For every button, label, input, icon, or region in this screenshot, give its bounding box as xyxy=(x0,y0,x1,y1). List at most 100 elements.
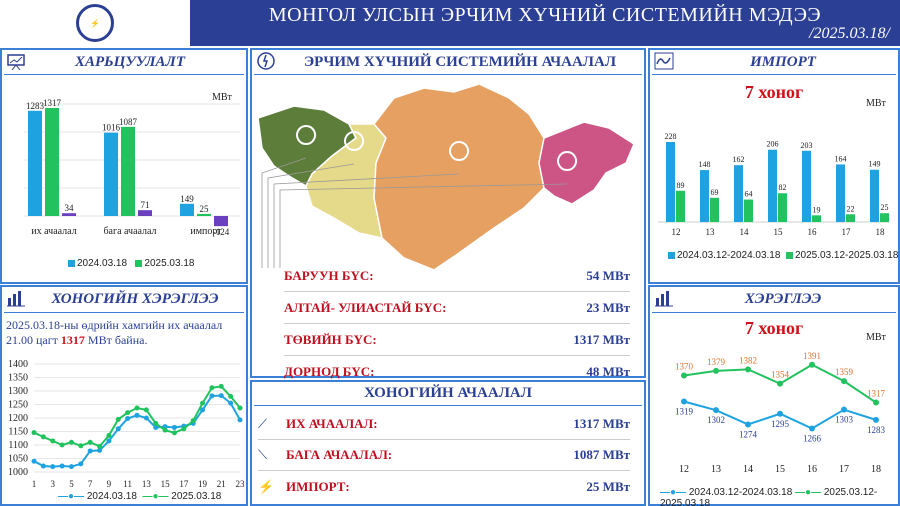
bar xyxy=(214,216,228,227)
data-label: 22 xyxy=(847,204,855,213)
data-point xyxy=(143,407,149,413)
mongolia-region-map xyxy=(257,83,635,271)
data-point xyxy=(209,385,215,391)
data-point xyxy=(87,448,93,454)
power-globe-icon xyxy=(256,52,276,70)
data-point xyxy=(237,417,243,423)
load-value: 1317 МВт xyxy=(573,416,630,431)
y-tick-label: 1100 xyxy=(8,440,28,451)
load-value: 1087 МВт xyxy=(573,447,630,462)
weekly-consumption-title: ХЭРЭГЛЭЭ xyxy=(744,291,822,307)
data-point xyxy=(153,424,159,430)
data-label: 1283 xyxy=(26,101,45,111)
daily-consumption-note: 2025.03.18-ны өдрийн хамгийн их ачаалал … xyxy=(6,318,246,348)
bar xyxy=(197,213,211,216)
daily-consumption-panel xyxy=(0,285,248,506)
data-label: 1283 xyxy=(867,425,886,435)
category-label: 14 xyxy=(740,227,750,237)
region-east xyxy=(538,121,635,205)
y-axis-unit: МВт xyxy=(866,332,887,343)
category-label: 12 xyxy=(679,464,689,475)
data-point xyxy=(190,418,196,424)
note-peak-value: 1317 xyxy=(60,333,85,347)
legend-label-2024: 2024.03.18 xyxy=(77,258,128,269)
bar xyxy=(880,213,889,222)
bar xyxy=(104,132,118,216)
data-point xyxy=(809,361,815,368)
region-row: ТӨВИЙН БҮС: 1317 МВт xyxy=(284,324,630,356)
y-tick-label: 1050 xyxy=(8,454,28,465)
import-chart: МВт 228 89 12 148 69 13 162 64 14 206 82 15 203 19 16 16… xyxy=(658,98,890,237)
data-point xyxy=(68,439,74,445)
logo-emblem-icon: ⚡ xyxy=(76,4,114,42)
data-point xyxy=(97,443,103,449)
legend-marker-2025: —●— xyxy=(142,491,169,502)
category-label: бага ачаалал xyxy=(103,226,156,237)
region-label: ТӨВИЙН БҮС: xyxy=(284,331,377,347)
x-tick-label: 9 xyxy=(107,479,112,489)
load-row: ⟍ БАГА АЧААЛАЛ: 1087 МВт xyxy=(258,440,630,471)
import-title: ИМПОРТ xyxy=(750,54,816,70)
data-label: 69 xyxy=(711,188,719,197)
data-point xyxy=(31,430,37,436)
data-label: 164 xyxy=(835,154,847,163)
region-row: БАРУУН БҮС: 54 МВт xyxy=(284,260,630,292)
data-label: 1302 xyxy=(707,415,725,425)
data-label: 89 xyxy=(677,181,685,190)
data-label: 1317 xyxy=(867,389,886,399)
data-point xyxy=(97,447,103,453)
data-point xyxy=(78,461,84,467)
category-label: 13 xyxy=(706,227,716,237)
generation-title: ХАРЬЦУУЛАЛТ xyxy=(75,54,185,70)
category-label: 15 xyxy=(774,227,784,237)
x-tick-label: 19 xyxy=(198,479,208,489)
map-pin-east xyxy=(557,151,578,171)
category-label: 17 xyxy=(839,464,849,475)
data-point xyxy=(237,405,243,411)
bar xyxy=(138,210,152,216)
map-pin-west xyxy=(296,125,317,145)
legend-label-2024: 2024.03.18 xyxy=(86,491,137,502)
logo: ⚡ xyxy=(0,0,190,46)
data-point xyxy=(713,367,719,374)
weekly-consumption-legend: —●— 2024.03.12-2024.03.18 —●— 2025.03.12… xyxy=(660,487,900,506)
category-label: 13 xyxy=(711,464,721,475)
region-value: 1317 МВт xyxy=(573,331,630,347)
x-tick-label: 23 xyxy=(236,479,246,489)
data-point xyxy=(68,464,74,470)
data-label: 1391 xyxy=(803,351,821,361)
load-label: БАГА АЧААЛАЛ: xyxy=(286,447,393,462)
data-label: 1016 xyxy=(102,123,121,133)
category-label: 18 xyxy=(871,464,881,475)
daily-consumption-title: ХОНОГИЙН ХЭРЭГЛЭЭ xyxy=(51,291,219,307)
category-label: их ачаалал xyxy=(31,226,76,237)
bar xyxy=(666,142,675,222)
load-value: 25 МВт xyxy=(586,478,630,494)
category-label: 17 xyxy=(842,227,852,237)
data-point xyxy=(681,372,687,379)
y-tick-label: 1250 xyxy=(8,400,28,411)
data-point xyxy=(200,407,206,413)
bar xyxy=(812,215,821,222)
presentation-chart-icon xyxy=(6,52,26,71)
data-point xyxy=(228,400,234,406)
bar xyxy=(802,150,811,222)
category-label: 15 xyxy=(775,464,785,475)
x-tick-label: 13 xyxy=(142,479,152,489)
data-label: 149 xyxy=(180,194,194,204)
legend-swatch-2024 xyxy=(668,251,675,259)
note-suffix: МВт байна. xyxy=(87,333,148,347)
data-label: 149 xyxy=(869,160,881,169)
map-pin-central xyxy=(449,141,470,161)
y-axis-unit: МВт xyxy=(866,98,887,109)
data-label: 148 xyxy=(699,160,711,169)
data-point xyxy=(40,434,46,440)
y-tick-label: 1350 xyxy=(8,373,28,384)
bar-chart-icon xyxy=(654,289,674,307)
category-label: импорт xyxy=(190,226,222,237)
power-tower-icon: ⚡ xyxy=(258,478,275,494)
data-point xyxy=(681,398,687,405)
y-tick-label: 1200 xyxy=(8,413,28,424)
legend-label-2025: 2025.03.12-2025.03.18 xyxy=(660,487,878,506)
